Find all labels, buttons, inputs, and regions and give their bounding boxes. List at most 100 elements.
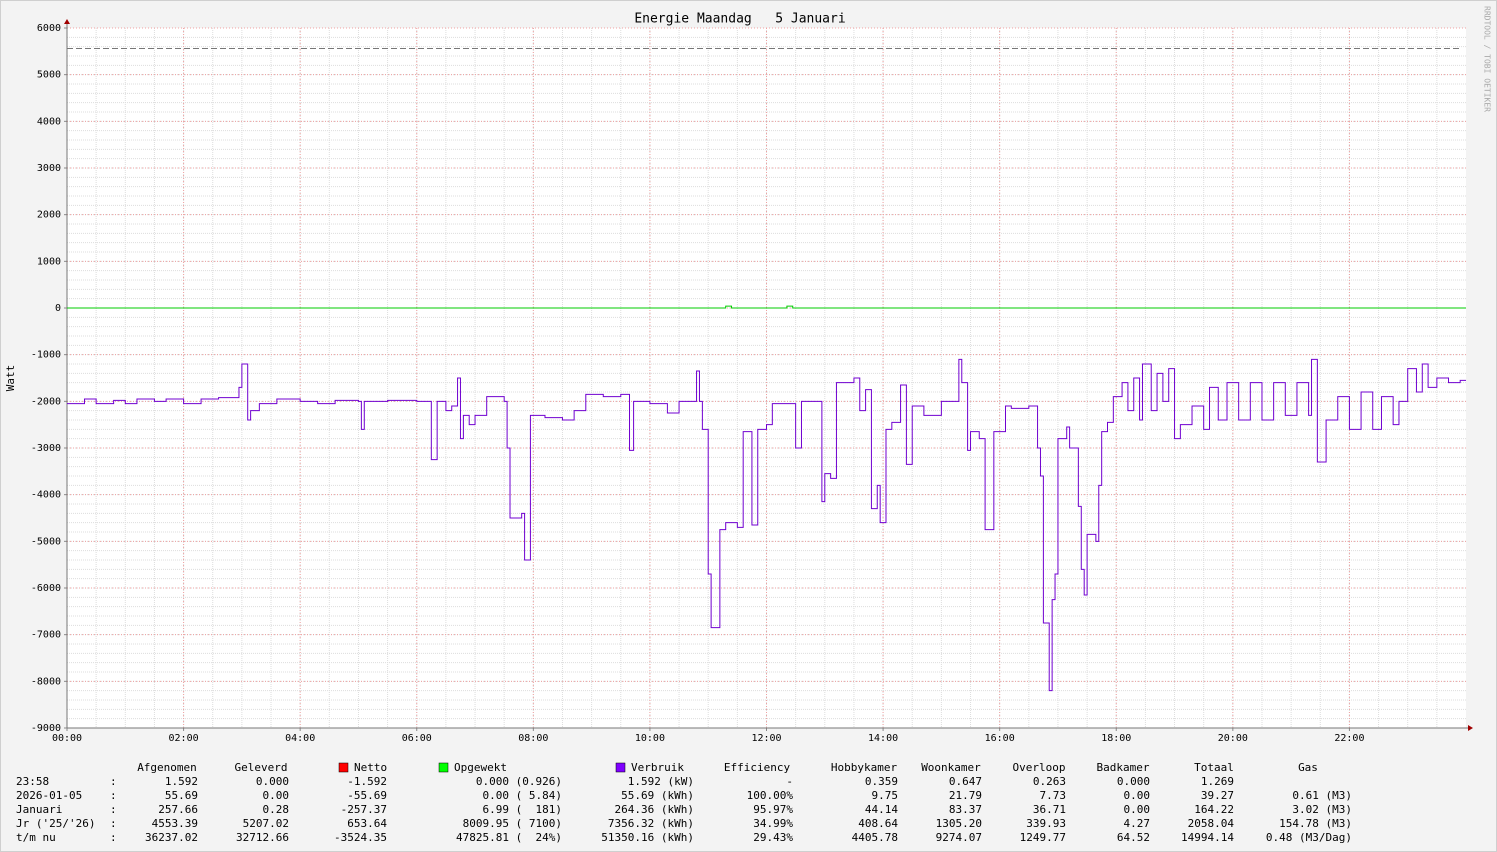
x-tick-label: 00:00 xyxy=(52,733,82,744)
table-cell: 95.97% xyxy=(753,803,793,816)
y-tick-label: 5000 xyxy=(37,70,61,81)
table-cell: - xyxy=(786,775,793,788)
table-cell: 1249.77 xyxy=(1020,831,1066,844)
table-cell: 0.359 xyxy=(865,775,898,788)
table-cell: 154.78 (M3) xyxy=(1279,817,1352,830)
x-tick-label: 22:00 xyxy=(1334,733,1364,744)
y-tick-label: 2000 xyxy=(37,210,61,221)
watermark: RRDTOOL / TOBI OETIKER xyxy=(1483,6,1492,112)
table-cell: 7.73 xyxy=(1040,789,1067,802)
table-cell: 83.37 xyxy=(949,803,982,816)
table-cell: 21.79 xyxy=(949,789,982,802)
table-cell: 0.000 xyxy=(256,775,289,788)
x-tick-label: 14:00 xyxy=(868,733,898,744)
x-tick-label: 04:00 xyxy=(285,733,315,744)
table-cell: 6.99 ( 181) xyxy=(483,803,562,816)
table-cell: -257.37 xyxy=(341,803,387,816)
table-cell: 0.00 xyxy=(1124,803,1151,816)
y-axis-label: Watt xyxy=(4,365,17,392)
x-tick-label: 10:00 xyxy=(635,733,665,744)
table-cell: 339.93 xyxy=(1026,817,1066,830)
x-tick-label: 06:00 xyxy=(402,733,432,744)
row-label: 2026-01-05 xyxy=(16,789,82,802)
legend-swatch xyxy=(438,762,449,773)
table-cell: 36237.02 xyxy=(145,831,198,844)
table-header: Badkamer xyxy=(1097,761,1150,774)
table-cell: 1305.20 xyxy=(936,817,982,830)
table-cell: 257.66 xyxy=(158,803,198,816)
table-cell: 0.000 (0.926) xyxy=(476,775,562,788)
table-cell: 55.69 (kWh) xyxy=(621,789,694,802)
table-cell: 8009.95 ( 7100) xyxy=(463,817,562,830)
table-cell: 653.64 xyxy=(347,817,387,830)
table-cell: 7356.32 (kWh) xyxy=(608,817,694,830)
table-cell: 32712.66 xyxy=(236,831,289,844)
table-cell: -1.592 xyxy=(347,775,387,788)
table-cell: 408.64 xyxy=(858,817,898,830)
table-cell: 4405.78 xyxy=(852,831,898,844)
x-tick-label: 16:00 xyxy=(985,733,1015,744)
table-header: Gas xyxy=(1298,761,1318,774)
table-cell: 0.00 xyxy=(1124,789,1151,802)
table-cell: 14994.14 xyxy=(1181,831,1234,844)
row-label: 23:58 xyxy=(16,775,49,788)
table-cell: 0.00 xyxy=(263,789,290,802)
x-tick-label: 02:00 xyxy=(169,733,199,744)
y-tick-label: -3000 xyxy=(31,443,61,454)
y-axis-arrow xyxy=(64,19,70,24)
chart-title: Energie Maandag 5 Januari xyxy=(634,12,845,27)
table-cell: : xyxy=(110,789,117,802)
y-tick-label: 4000 xyxy=(37,116,61,127)
table-header: Woonkamer xyxy=(921,761,981,774)
table-cell: 44.14 xyxy=(865,803,898,816)
table-cell: 0.647 xyxy=(949,775,982,788)
y-tick-label: 0 xyxy=(55,303,61,314)
table-cell: 0.000 xyxy=(1117,775,1150,788)
table-cell: 264.36 (kWh) xyxy=(615,803,694,816)
table-header: Efficiency xyxy=(724,761,791,774)
table-cell: 164.22 xyxy=(1194,803,1234,816)
table-cell: 1.592 (kW) xyxy=(628,775,694,788)
y-tick-label: 1000 xyxy=(37,256,61,267)
row-label: t/m nu xyxy=(16,831,56,844)
table-header: Overloop xyxy=(1013,761,1066,774)
table-cell: 0.48 (M3/Dag) xyxy=(1266,831,1352,844)
x-tick-label: 18:00 xyxy=(1101,733,1131,744)
table-cell: -3524.35 xyxy=(334,831,387,844)
table-cell: 9274.07 xyxy=(936,831,982,844)
y-tick-label: -9000 xyxy=(31,723,61,734)
table-cell: 0.28 xyxy=(263,803,290,816)
row-label: Jr ('25/'26) xyxy=(16,817,95,830)
table-cell: 39.27 xyxy=(1201,789,1234,802)
x-tick-label: 20:00 xyxy=(1218,733,1248,744)
table-cell: : xyxy=(110,831,117,844)
series-line xyxy=(67,358,1466,692)
table-cell: : xyxy=(110,817,117,830)
table-header: Netto xyxy=(354,761,387,774)
table-cell: 4.27 xyxy=(1124,817,1151,830)
y-tick-label: -7000 xyxy=(31,630,61,641)
table-cell: 1.269 xyxy=(1201,775,1234,788)
table-header: Verbruik xyxy=(631,761,684,774)
row-label: Januari xyxy=(16,803,62,816)
x-tick-label: 08:00 xyxy=(518,733,548,744)
table-cell: 0.263 xyxy=(1033,775,1066,788)
table-cell: 1.592 xyxy=(165,775,198,788)
table-cell: 2058.04 xyxy=(1188,817,1235,830)
table-cell: 64.52 xyxy=(1117,831,1150,844)
table-header: Opgewekt xyxy=(454,761,507,774)
series-line xyxy=(67,305,1466,309)
y-tick-label: -2000 xyxy=(31,396,61,407)
table-header: Afgenomen xyxy=(137,761,197,774)
table-cell: 0.00 ( 5.84) xyxy=(483,789,562,802)
table-cell: 34.99% xyxy=(753,817,793,830)
x-tick-label: 12:00 xyxy=(751,733,781,744)
y-tick-label: -4000 xyxy=(31,490,61,501)
table-cell: 100.00% xyxy=(747,789,794,802)
y-tick-label: -5000 xyxy=(31,536,61,547)
y-tick-label: -1000 xyxy=(31,350,61,361)
table-header: Hobbykamer xyxy=(831,761,898,774)
y-tick-label: 6000 xyxy=(37,23,61,34)
